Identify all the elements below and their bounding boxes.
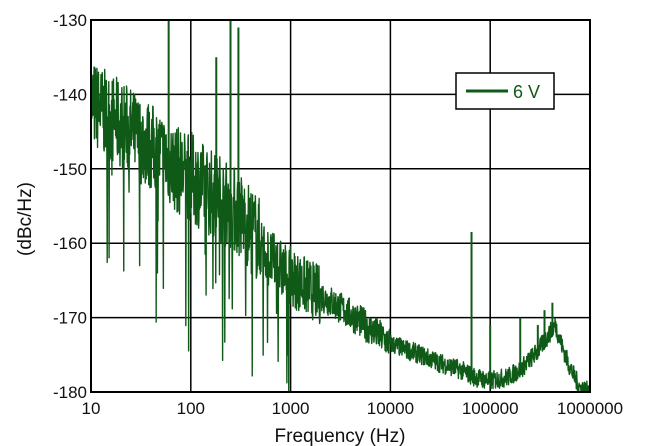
- x-tick-label: 100: [177, 399, 205, 418]
- plot-frame: [90, 19, 591, 393]
- y-tick-label: -170: [53, 309, 87, 328]
- x-tick-label: 1000: [272, 399, 310, 418]
- x-tick-label: 1000000: [557, 399, 623, 418]
- y-tick-label: -160: [53, 234, 87, 253]
- y-tick-label: -130: [53, 11, 87, 30]
- x-tick-label: 100000: [462, 399, 519, 418]
- x-tick-label: 10000: [367, 399, 414, 418]
- y-axis-title: (dBc/Hz): [15, 182, 36, 256]
- y-tick-label: -140: [53, 85, 87, 104]
- y-tick-label: -150: [53, 160, 87, 179]
- series-layer: [90, 20, 591, 393]
- legend-label: 6 V: [513, 82, 540, 102]
- tick-labels: 10 100 1000 10000 100000 1000000 -130 -140 -150 -…: [53, 11, 623, 418]
- series-6v-line: [90, 66, 591, 393]
- x-tick-label: 10: [82, 399, 101, 418]
- x-axis-title: Frequency (Hz): [275, 426, 406, 446]
- legend: 6 V: [455, 72, 555, 110]
- y-tick-label: -180: [53, 383, 87, 402]
